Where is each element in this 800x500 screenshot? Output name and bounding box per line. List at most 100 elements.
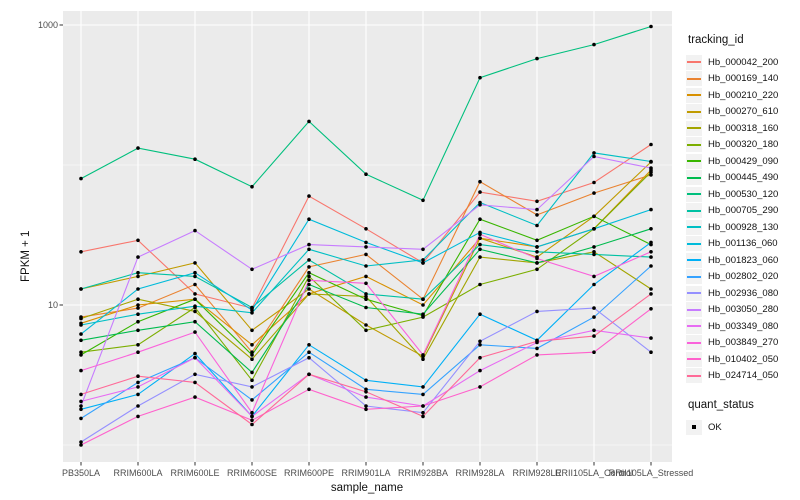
data-point xyxy=(193,270,197,275)
legend-key-line-icon xyxy=(687,341,701,344)
data-point xyxy=(79,404,83,408)
legend-item-label: Hb_000928_130 xyxy=(708,221,779,233)
legend-item-label: Hb_000320_180 xyxy=(708,139,779,151)
x-tick-label: RRII105LA_Stressed xyxy=(608,468,694,478)
quant-legend-item-label: OK xyxy=(708,421,722,433)
data-point xyxy=(364,281,368,286)
legend-item-label: Hb_003050_280 xyxy=(708,304,779,316)
data-point xyxy=(478,179,482,184)
data-point xyxy=(136,146,140,150)
data-point xyxy=(250,422,254,427)
legend-key xyxy=(686,269,702,285)
legend-item: Hb_003349_080 xyxy=(686,318,798,335)
legend-key-line-icon xyxy=(687,209,701,212)
data-point xyxy=(592,245,596,249)
legend-item-label: Hb_000318_160 xyxy=(708,122,779,134)
data-point xyxy=(364,378,368,383)
quant-legend-item: OK xyxy=(686,419,798,436)
data-point xyxy=(136,374,140,379)
legend-item: Hb_000429_090 xyxy=(686,153,798,170)
data-point xyxy=(649,159,653,164)
data-point xyxy=(535,199,539,204)
data-point xyxy=(535,346,539,351)
data-point xyxy=(250,311,254,315)
legend-item: Hb_000270_610 xyxy=(686,104,798,121)
data-point xyxy=(535,238,539,243)
legend-item-label: Hb_000210_220 xyxy=(708,89,779,101)
data-point xyxy=(535,245,539,249)
legend-key xyxy=(686,54,702,70)
legend-key xyxy=(686,186,702,202)
data-point xyxy=(136,350,140,355)
legend-key xyxy=(686,203,702,219)
data-point xyxy=(193,228,197,233)
data-point xyxy=(364,328,368,333)
data-point xyxy=(136,404,140,408)
data-point xyxy=(649,287,653,291)
data-point xyxy=(250,357,254,362)
data-point xyxy=(193,309,197,314)
data-point xyxy=(307,270,311,275)
legend-item-label: Hb_001136_060 xyxy=(708,238,778,250)
data-point xyxy=(592,42,596,47)
data-point xyxy=(136,343,140,347)
data-point xyxy=(193,282,197,287)
data-point xyxy=(535,309,539,314)
data-point xyxy=(136,414,140,419)
data-point xyxy=(79,416,83,421)
data-point xyxy=(592,328,596,333)
data-point xyxy=(478,242,482,247)
x-tick-label: RRIM600LE xyxy=(170,468,220,478)
data-point xyxy=(364,252,368,257)
data-point xyxy=(307,247,311,252)
legend-key xyxy=(686,170,702,186)
data-point xyxy=(79,316,83,321)
black-point-icon xyxy=(692,425,696,430)
legend-items: Hb_000042_200 Hb_000169_140 Hb_000210_220 H… xyxy=(686,54,798,384)
data-point xyxy=(136,312,140,317)
legend-key xyxy=(686,236,702,252)
data-point xyxy=(649,264,653,268)
legend-item-label: Hb_000530_120 xyxy=(708,188,779,200)
legend-item: Hb_000530_120 xyxy=(686,186,798,203)
data-point xyxy=(592,250,596,254)
data-point xyxy=(364,297,368,302)
data-point xyxy=(592,191,596,195)
data-point xyxy=(136,255,140,259)
data-point xyxy=(136,270,140,275)
data-point xyxy=(649,336,653,340)
data-point xyxy=(250,410,254,415)
data-point xyxy=(592,252,596,257)
data-point xyxy=(421,198,425,203)
data-point xyxy=(421,247,425,252)
data-point xyxy=(421,414,425,419)
legend-key xyxy=(686,219,702,235)
y-tick-label-1000: 1000 xyxy=(37,20,58,30)
data-point xyxy=(592,282,596,287)
data-point xyxy=(250,308,254,312)
data-point xyxy=(364,274,368,279)
data-point xyxy=(421,404,425,408)
legend-item: Hb_002802_020 xyxy=(686,269,798,286)
data-point xyxy=(478,355,482,360)
legend-item: Hb_000320_180 xyxy=(686,137,798,154)
data-point xyxy=(478,75,482,80)
legend-key-line-icon xyxy=(687,193,701,196)
data-point xyxy=(649,350,653,355)
data-point xyxy=(649,307,653,311)
data-point xyxy=(79,350,83,355)
data-point xyxy=(649,207,653,212)
y-axis-title: FPKM + 1 xyxy=(20,230,32,282)
data-point xyxy=(421,357,425,362)
legend-key-line-icon xyxy=(687,110,701,113)
data-point xyxy=(535,256,539,261)
legend-item: Hb_000928_130 xyxy=(686,219,798,236)
legend-item-label: Hb_000169_140 xyxy=(708,73,779,85)
data-point xyxy=(250,398,254,402)
data-point xyxy=(364,407,368,412)
data-point xyxy=(364,240,368,245)
x-tick-label: RRIM600LA xyxy=(113,468,163,478)
quant-legend-key xyxy=(686,419,702,435)
legend-key-line-icon xyxy=(687,325,701,328)
data-point xyxy=(79,287,83,291)
